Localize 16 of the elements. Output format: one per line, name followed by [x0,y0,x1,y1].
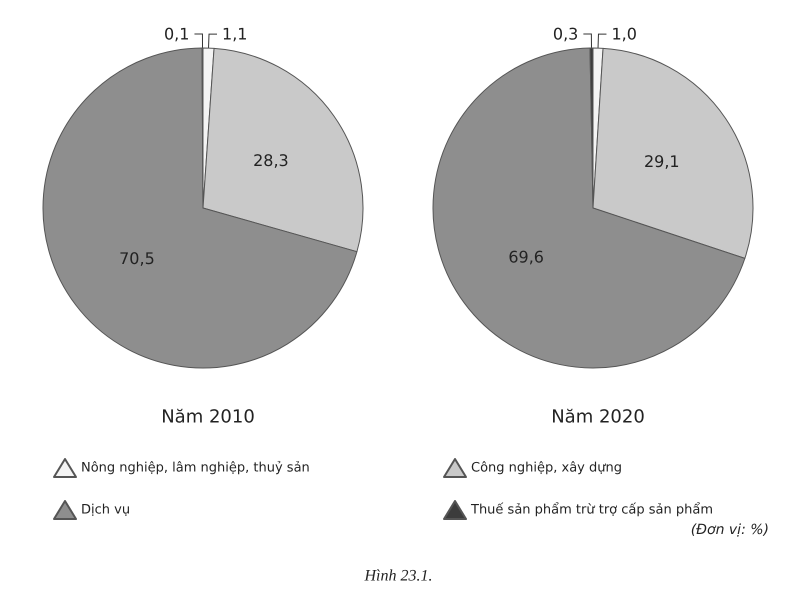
data-label: 29,1 [644,152,680,172]
text: (Đơn vị: %) [690,522,770,538]
legend-label: Công nghiệp, xây dựng [471,460,622,476]
data-label: 1,1 [222,24,248,44]
legend-label: Dịch vụ [81,502,130,518]
legend-label: Thuế sản phẩm trừ trợ cấp sản phẩm [470,502,713,518]
text: Năm 2010 [161,406,255,428]
data-label: 0,3 [552,24,578,44]
data-label: 70,5 [119,248,155,268]
text: Năm 2020 [551,406,645,428]
data-label: 1,0 [611,24,637,44]
data-label: 28,3 [253,150,289,170]
data-label: 69,6 [508,248,544,267]
legend-label: Nông nghiệp, lâm nghiệp, thuỷ sản [81,460,310,476]
data-label: 0,1 [164,24,190,44]
text: Hình 23.1. [364,568,432,584]
